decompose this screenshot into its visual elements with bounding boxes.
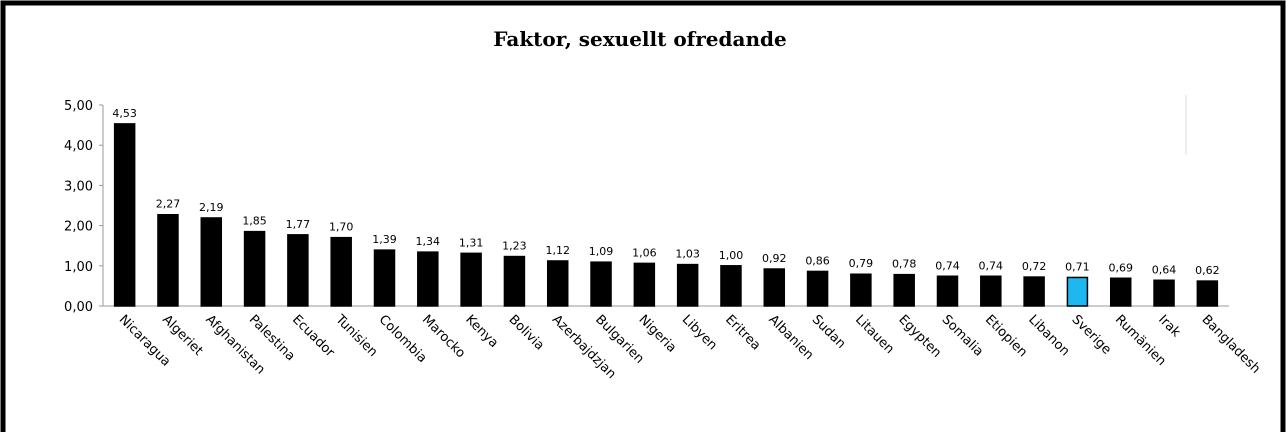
value-label: 1,03 — [675, 248, 700, 261]
value-label: 1,85 — [242, 215, 267, 228]
chart-title: Faktor, sexuellt ofredande — [493, 27, 786, 51]
bar — [633, 262, 656, 307]
bar — [546, 260, 569, 307]
bar — [503, 255, 526, 307]
bar — [893, 273, 915, 307]
bar — [1023, 276, 1045, 307]
value-label: 1,00 — [719, 249, 744, 262]
value-label: 0,71 — [1065, 260, 1090, 273]
value-label: 1,12 — [545, 244, 570, 257]
value-label: 1,23 — [502, 240, 527, 253]
bar — [243, 230, 266, 307]
y-tick-label: 2,00 — [64, 220, 93, 235]
bar — [850, 273, 872, 307]
bar — [200, 217, 223, 307]
bar — [1153, 279, 1175, 307]
value-label: 4,53 — [112, 107, 137, 120]
y-tick-label: 0,00 — [64, 300, 93, 315]
bar — [373, 249, 396, 307]
bar — [806, 270, 829, 307]
bar — [330, 236, 352, 307]
bar — [287, 234, 309, 307]
bar — [1066, 276, 1089, 307]
value-label: 1,06 — [632, 246, 657, 259]
value-label: 0,74 — [935, 259, 960, 272]
value-label: 0,64 — [1152, 263, 1177, 276]
bar — [936, 275, 959, 307]
y-tick-label: 5,00 — [64, 99, 93, 114]
bar — [1109, 277, 1132, 307]
bar — [460, 252, 482, 307]
value-label: 1,70 — [329, 221, 354, 234]
value-label: 0,79 — [849, 257, 874, 270]
value-label: 0,78 — [892, 258, 917, 271]
y-tick-label: 4,00 — [64, 139, 93, 154]
bar — [763, 268, 786, 307]
value-label: 0,72 — [1022, 260, 1047, 273]
y-tick-label: 1,00 — [64, 260, 93, 275]
value-label: 0,74 — [979, 259, 1004, 272]
value-label: 2,19 — [199, 201, 224, 214]
bar — [720, 265, 742, 307]
bar — [1196, 280, 1219, 307]
value-label: 1,31 — [459, 236, 484, 249]
value-label: 0,86 — [805, 254, 830, 267]
value-label: 2,27 — [156, 198, 181, 211]
bar — [417, 251, 439, 307]
value-label: 0,92 — [762, 252, 787, 265]
value-label: 1,77 — [286, 218, 311, 231]
y-tick-label: 3,00 — [64, 179, 93, 194]
value-label: 0,69 — [1108, 261, 1133, 274]
value-label: 1,09 — [589, 245, 614, 258]
bar — [676, 263, 699, 307]
value-label: 1,34 — [416, 235, 441, 248]
bar — [157, 213, 179, 307]
bar — [113, 123, 136, 307]
value-label: 0,62 — [1195, 264, 1220, 277]
bar — [590, 261, 612, 307]
value-label: 1,39 — [372, 233, 397, 246]
bar — [980, 275, 1002, 307]
